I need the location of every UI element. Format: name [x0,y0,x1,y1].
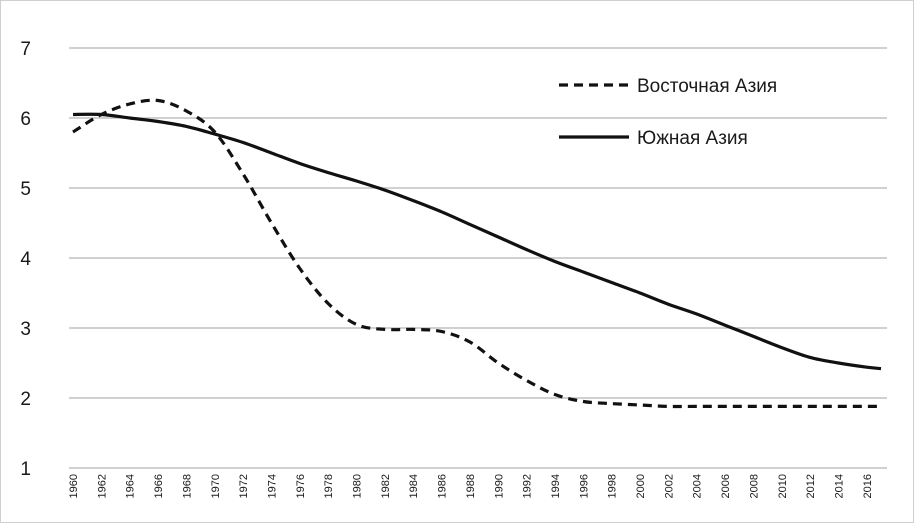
x-tick-label: 2006 [720,474,732,498]
x-tick-label: 1994 [550,474,562,498]
x-tick-label: 2014 [833,474,845,498]
x-tick-label: 1984 [408,474,420,498]
x-tick-label: 2002 [663,474,675,498]
x-tick-label: 1976 [295,474,307,498]
x-tick-label: 1990 [493,474,505,498]
gridlines [69,47,887,469]
y-axis-tick-labels: 1 2 3 4 5 6 7 [20,39,31,480]
x-tick-label: 2008 [748,474,760,498]
x-tick-label: 1996 [578,474,590,498]
x-tick-label: 1980 [352,474,364,498]
legend-label-east-asia: Восточная Азия [637,76,777,97]
x-tick-label: 1974 [266,474,278,498]
x-tick-label: 1966 [153,474,165,498]
y-tick-label: 2 [20,389,31,410]
series-line-east-asia [72,98,881,409]
x-tick-label: 1992 [522,474,534,498]
x-tick-label: 2010 [777,474,789,498]
y-tick-label: 6 [20,109,31,130]
x-tick-label: 2000 [635,474,647,498]
x-tick-label: 1978 [323,474,335,498]
x-tick-label: 2004 [692,474,704,498]
x-tick-label: 1972 [238,474,250,498]
y-tick-label: 4 [20,249,31,270]
x-tick-label: 1982 [380,474,392,498]
x-tick-label: 1964 [125,474,137,498]
y-tick-label: 7 [20,39,31,60]
x-tick-label: 1968 [181,474,193,498]
x-tick-label: 1988 [465,474,477,498]
legend: Восточная Азия Южная Азия [559,76,777,149]
y-tick-label: 5 [20,179,31,200]
legend-label-south-asia: Южная Азия [637,128,748,149]
x-axis-tick-labels: 1960 1962 1964 1966 1968 1970 1972 1974 1976 1978… [68,474,874,498]
y-tick-label: 1 [20,459,31,480]
x-tick-label: 1998 [607,474,619,498]
x-tick-label: 1962 [96,474,108,498]
x-tick-label: 2012 [805,474,817,498]
y-tick-label: 3 [20,319,31,340]
series-lines [72,98,882,409]
x-tick-label: 2016 [862,474,874,498]
x-tick-label: 1960 [68,474,80,498]
x-tick-label: 1986 [437,474,449,498]
x-tick-label: 1970 [210,474,222,498]
series-line-south-asia [72,112,882,371]
